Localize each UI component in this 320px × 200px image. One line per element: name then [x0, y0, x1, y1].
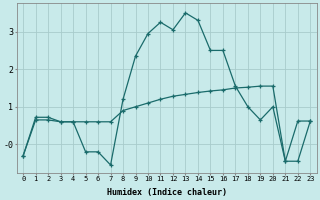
- X-axis label: Humidex (Indice chaleur): Humidex (Indice chaleur): [107, 188, 227, 197]
